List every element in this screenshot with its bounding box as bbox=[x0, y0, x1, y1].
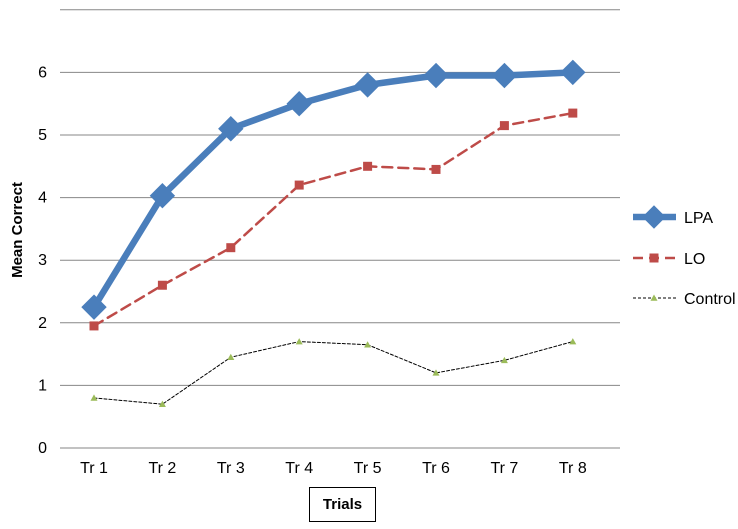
data-point-control bbox=[158, 400, 166, 407]
legend-label-lpa: LPA bbox=[684, 210, 713, 227]
data-point-lpa bbox=[560, 59, 586, 86]
x-axis-label: Trials bbox=[309, 487, 376, 522]
data-point-lo bbox=[294, 180, 304, 190]
x-tick-label: Tr 8 bbox=[559, 460, 587, 477]
x-tick-label: Tr 7 bbox=[490, 460, 518, 477]
data-point-lo bbox=[157, 280, 167, 290]
y-tick-label: 6 bbox=[38, 64, 47, 81]
y-tick-label: 2 bbox=[38, 315, 47, 332]
data-point-control bbox=[500, 356, 508, 364]
y-axis-label: Mean Correct bbox=[9, 182, 26, 278]
data-point-lo bbox=[363, 161, 373, 171]
y-tick-label: 1 bbox=[38, 377, 47, 394]
data-point-lpa bbox=[81, 294, 107, 320]
y-tick-label: 0 bbox=[38, 440, 47, 457]
legend-marker-lpa bbox=[642, 205, 666, 229]
legend-label-control: Control bbox=[684, 291, 736, 308]
data-point-control bbox=[364, 341, 372, 348]
legend-item-lo: LO bbox=[633, 251, 705, 268]
legend-label-lo: LO bbox=[684, 251, 705, 268]
x-axis-ticks: Tr 1 Tr 2 Tr 3 Tr 4 Tr 5 Tr 6 Tr 7 Tr 8 bbox=[80, 460, 587, 477]
x-tick-label: Tr 2 bbox=[148, 460, 176, 477]
data-point-lpa bbox=[149, 183, 176, 209]
series-group bbox=[81, 59, 586, 407]
legend-item-control: Control bbox=[633, 291, 736, 308]
data-point-lo bbox=[226, 243, 236, 253]
legend: LPA LO Control bbox=[633, 205, 736, 308]
series-control bbox=[90, 338, 577, 407]
x-tick-label: Tr 4 bbox=[285, 460, 313, 477]
y-tick-label: 4 bbox=[38, 190, 47, 207]
data-point-lpa bbox=[286, 90, 312, 117]
data-point-control bbox=[432, 369, 440, 376]
series-lo bbox=[89, 108, 578, 331]
data-point-lo bbox=[89, 321, 99, 331]
data-point-lo bbox=[568, 108, 578, 118]
series-line-lo bbox=[92, 111, 575, 328]
x-tick-label: Tr 5 bbox=[354, 460, 382, 477]
data-point-lpa bbox=[354, 72, 381, 98]
y-tick-label: 5 bbox=[38, 127, 47, 144]
data-point-control bbox=[569, 338, 577, 345]
data-point-control bbox=[295, 338, 303, 345]
data-point-lo bbox=[431, 164, 441, 174]
data-point-control bbox=[227, 353, 235, 361]
data-point-lo bbox=[499, 121, 509, 131]
legend-marker-lo bbox=[649, 253, 659, 263]
data-point-lpa bbox=[218, 116, 244, 142]
x-tick-label: Tr 6 bbox=[422, 460, 450, 477]
series-lpa bbox=[81, 59, 586, 320]
legend-marker-control bbox=[650, 294, 658, 301]
data-point-control bbox=[90, 394, 98, 401]
x-tick-label: Tr 3 bbox=[217, 460, 245, 477]
x-tick-label: Tr 1 bbox=[80, 460, 108, 477]
y-tick-label: 3 bbox=[38, 252, 47, 269]
data-point-lpa bbox=[491, 62, 518, 89]
data-point-lpa bbox=[423, 62, 449, 89]
y-axis-ticks: 0 1 2 3 4 5 6 bbox=[38, 64, 47, 457]
series-line-control bbox=[93, 341, 574, 405]
legend-item-lpa: LPA bbox=[633, 205, 713, 229]
